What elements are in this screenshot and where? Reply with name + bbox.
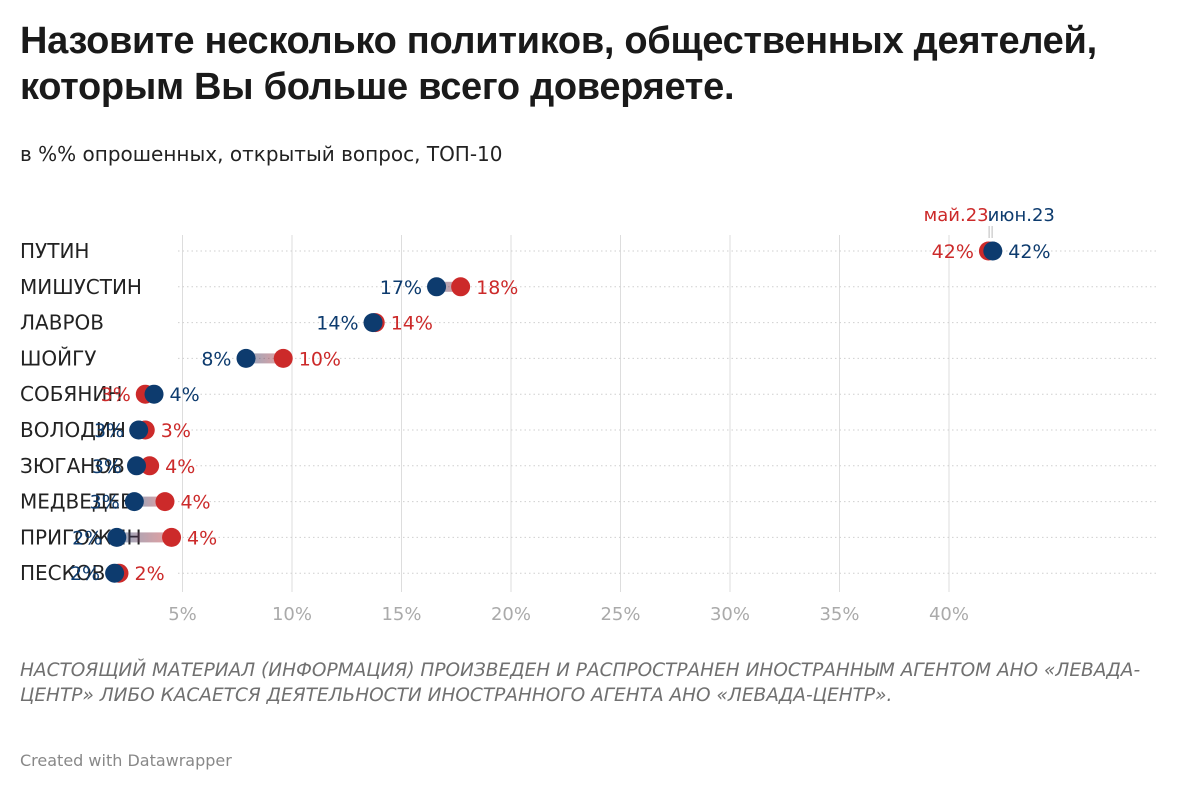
value-label-june: 8% [201,348,231,370]
x-tick-label: 25% [600,604,640,625]
value-label-may: 14% [391,313,433,335]
range-connector [246,353,284,364]
dot-june [427,277,447,297]
value-label-june: 3% [92,456,122,478]
datawrapper-credit[interactable]: Created with Datawrapper [20,751,232,770]
category-label: ПЕСКОВ [20,561,105,585]
value-label-june: 4% [170,384,200,406]
x-tick-label: 35% [819,604,859,625]
value-label-june: 3% [94,420,124,442]
dot-june [107,527,127,547]
dot-may [162,527,182,547]
value-label-may: 4% [180,492,210,514]
value-label-june: 2% [72,527,102,549]
dot-june [236,348,256,368]
dot-june [124,492,144,512]
x-tick-label: 30% [710,604,750,625]
x-tick-label: 20% [491,604,531,625]
category-label: ПУТИН [20,239,89,263]
category-label: ЗЮГАНОВ [20,454,125,478]
category-label: СОБЯНИН [20,382,122,406]
dot-may [273,348,293,368]
value-label-june: 14% [316,313,358,335]
dot-june [127,456,147,476]
value-label-may: 3% [161,420,191,442]
legend-may: май.23 [924,205,989,226]
dot-june [129,420,149,440]
x-tick-label: 40% [929,604,969,625]
dot-range-chart: 5% 10% 15% 20% 25% 30% 35% 40% ПУТИН МИШУСТИН ЛАВР… [20,205,1158,625]
value-label-may: 10% [299,348,341,370]
category-label: МЕДВЕДЕВ [20,490,134,514]
range-connector [116,532,172,543]
value-label-may: 4% [165,456,195,478]
value-label-may: 42% [932,241,974,263]
chart-subtitle: в %% опрошенных, открытый вопрос, ТОП-10 [20,142,503,166]
foreign-agent-note: НАСТОЯЩИЙ МАТЕРИАЛ (ИНФОРМАЦИЯ) ПРОИЗВЕД… [20,660,1141,706]
range-connector [134,496,165,507]
dot-june [363,313,383,333]
x-tick-label: 15% [381,604,421,625]
value-label-may: 4% [187,527,217,549]
dot-june [144,384,164,404]
range-connector [436,281,461,292]
value-label-may: 18% [476,277,518,299]
x-tick-label: 5% [168,604,197,625]
dot-may [451,277,471,297]
category-label: ВОЛОДИН [20,418,126,442]
dot-may [155,492,175,512]
dot-may [140,456,160,476]
value-label-june: 42% [1008,241,1050,263]
category-label: ЛАВРОВ [20,311,104,335]
x-tick-label: 10% [272,604,312,625]
category-label: МИШУСТИН [20,275,142,299]
value-label-may: 2% [134,563,164,585]
value-label-june: 3% [90,492,120,514]
dot-june [983,241,1003,261]
value-label-june: 17% [380,277,422,299]
category-label: ШОЙГУ [20,346,96,370]
value-label-may: 3% [101,384,131,406]
dot-june [105,563,125,583]
legend-june: июн.23 [988,205,1055,226]
chart-title: Назовите несколько политиков, общественн… [20,20,1097,108]
value-label-june: 2% [70,563,100,585]
